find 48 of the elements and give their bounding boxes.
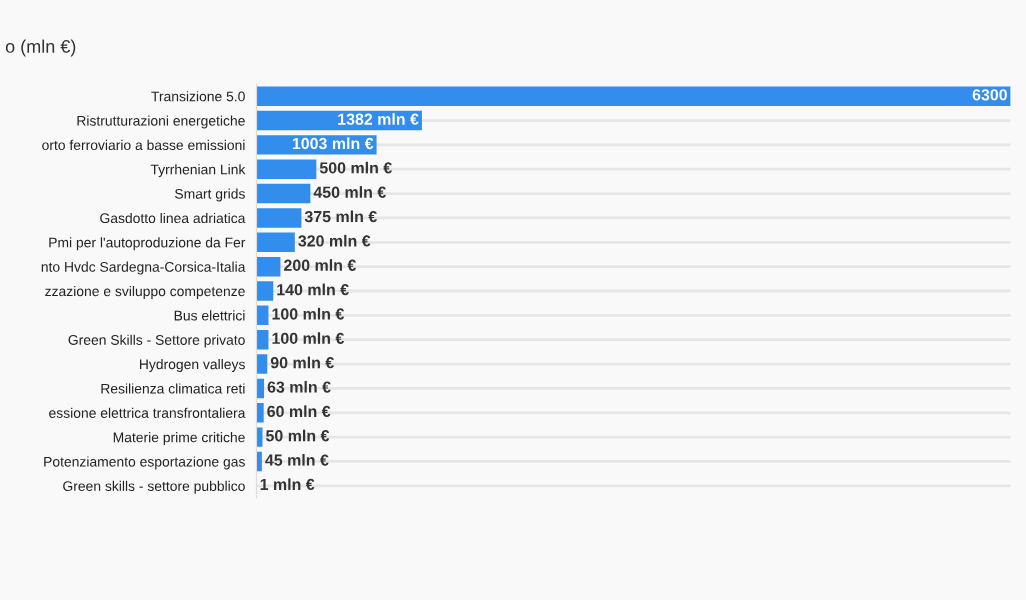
- data-label: 200 mln €: [284, 259, 356, 271]
- bar: [256, 256, 281, 277]
- data-label: 6300: [972, 89, 1007, 101]
- text: o (mln €): [5, 39, 76, 57]
- bar: [256, 378, 265, 399]
- bar: [256, 354, 268, 374]
- data-label: 320 mln €: [298, 234, 371, 247]
- data-label: 375 mln €: [304, 210, 377, 223]
- data-label: 1003 mln €: [292, 137, 374, 150]
- data-label: 63 mln €: [267, 380, 331, 393]
- y-tick-label: Bus elettrici: [174, 310, 245, 321]
- y-tick-label: nto Hvdc Sardegna-Corsica-Italia: [41, 261, 246, 275]
- bar: [256, 329, 269, 350]
- y-tick-label: Potenziamento esportazione gas: [44, 456, 245, 470]
- y-tick-label: Materie prime critiche: [113, 432, 245, 446]
- y-tick-label: Hydrogen valleys: [140, 359, 245, 372]
- data-label: 1382 mln €: [338, 113, 419, 125]
- data-label: 450 mln €: [313, 186, 386, 198]
- y-tick-label: zzazione e sviluppo competenze: [45, 285, 245, 299]
- y-tick-label: Green skills - settore pubblico: [63, 480, 245, 494]
- data-label: 500 mln €: [319, 161, 392, 174]
- bar: [256, 183, 311, 204]
- data-label: 100 mln €: [272, 332, 345, 344]
- y-tick-label: Pmi per l'autoproduzione da Fer: [49, 237, 246, 251]
- bar: [256, 159, 317, 179]
- y-tick-label: Gasdotto linea adriatica: [100, 212, 246, 224]
- data-label: 60 mln €: [267, 405, 331, 418]
- data-label: 90 mln €: [270, 356, 334, 369]
- y-tick-label: Green Skills - Settore privato: [68, 334, 245, 348]
- y-tick-label: Ristrutturazioni energetiche: [77, 115, 245, 129]
- data-label: 100 mln €: [272, 307, 345, 320]
- y-tick-label: orto ferroviario a basse emissioni: [42, 139, 245, 151]
- bar: [256, 208, 302, 228]
- data-label: 45 mln €: [265, 454, 329, 466]
- bar: [256, 86, 1011, 106]
- bar: [256, 451, 262, 472]
- bar: [256, 403, 264, 423]
- y-tick-label: Transizione 5.0: [151, 91, 245, 102]
- y-tick-label: Resilienza climatica reti: [101, 383, 245, 394]
- bar: [256, 232, 295, 253]
- data-label: 50 mln €: [265, 429, 330, 442]
- bar: [256, 281, 274, 301]
- data-label: 1 mln €: [260, 478, 315, 491]
- bar: [256, 305, 269, 326]
- y-tick-label: essione elettrica transfrontaliera: [49, 407, 246, 418]
- y-tick-label: Tyrrhenian Link: [150, 164, 246, 178]
- y-tick-label: Smart grids: [175, 188, 245, 202]
- data-label: 140 mln €: [277, 283, 349, 296]
